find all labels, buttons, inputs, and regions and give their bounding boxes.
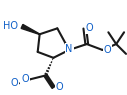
Text: N: N (65, 44, 73, 54)
Text: O: O (55, 82, 63, 92)
Text: O: O (21, 74, 29, 84)
Text: O: O (86, 23, 93, 33)
Polygon shape (21, 24, 40, 34)
Text: O: O (10, 78, 18, 88)
Text: HO: HO (3, 21, 18, 31)
Text: O: O (104, 45, 111, 55)
